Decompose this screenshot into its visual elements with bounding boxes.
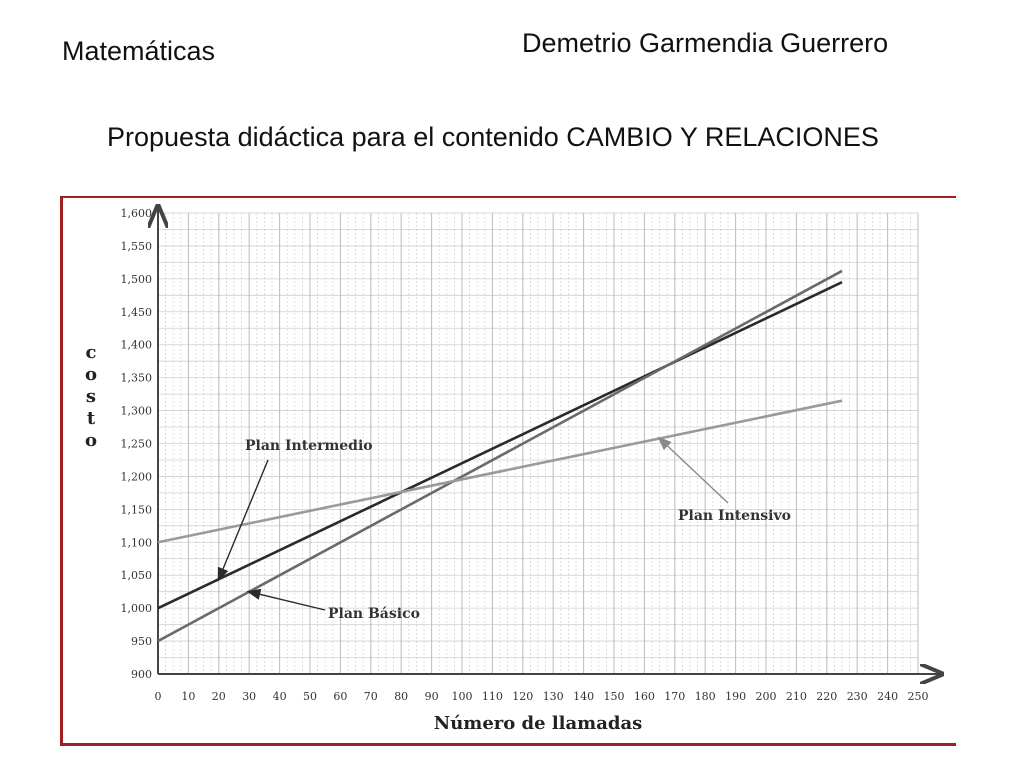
x-tick-label: 100 xyxy=(452,690,473,703)
y-tick-label: 900 xyxy=(131,668,152,681)
chart-frame: 900 950 1,000 1,050 1,100 1,150 1,200 1,250 1,30… xyxy=(60,196,956,746)
x-tick-label: 200 xyxy=(756,690,777,703)
x-tick-label: 70 xyxy=(364,690,378,703)
y-tick-label: 1,400 xyxy=(121,339,153,352)
x-tick-label: 120 xyxy=(512,690,533,703)
y-tick-label: 1,050 xyxy=(121,569,153,582)
x-tick-label: 90 xyxy=(425,690,439,703)
x-tick-label: 230 xyxy=(847,690,868,703)
annotation-label: Plan Intermedio xyxy=(245,438,373,454)
y-axis-label-letter: o xyxy=(85,364,97,385)
y-axis-label-letter: c xyxy=(86,342,97,363)
x-tick-label: 150 xyxy=(604,690,625,703)
x-tick-label: 140 xyxy=(573,690,594,703)
author-name: Demetrio Garmendia Guerrero xyxy=(522,28,889,58)
x-tick-label: 60 xyxy=(333,690,347,703)
x-tick-label: 0 xyxy=(155,690,162,703)
annotation-arrow xyxy=(217,459,269,582)
y-tick-label: 1,350 xyxy=(121,372,153,385)
x-tick-label: 170 xyxy=(664,690,685,703)
series-line xyxy=(157,269,843,643)
x-tick-label: 130 xyxy=(543,690,564,703)
y-tick-label: 1,200 xyxy=(121,470,153,483)
x-axis-label: Número de llamadas xyxy=(434,713,643,734)
y-axis-label-letter: o xyxy=(85,430,97,451)
y-tick-label: 1,550 xyxy=(121,240,153,253)
axes xyxy=(158,208,940,674)
x-tick-label: 190 xyxy=(725,690,746,703)
y-tick-label: 1,100 xyxy=(121,536,153,549)
annotation-arrow xyxy=(246,588,326,611)
x-tick-label: 30 xyxy=(242,690,256,703)
x-tick-label: 240 xyxy=(877,690,898,703)
annotations: Plan Intermedio Plan Básico Plan Intensivo xyxy=(217,436,791,622)
line-chart: 9009501,0001,0501,1001,1501,2001,2501,30… xyxy=(85,198,956,734)
x-tick-label: 40 xyxy=(273,690,287,703)
y-tick-label: 1,250 xyxy=(121,438,153,451)
series-line xyxy=(157,399,843,544)
x-tick-label: 220 xyxy=(816,690,837,703)
y-tick-label: 1,000 xyxy=(121,602,153,615)
y-tick-label: 1,150 xyxy=(121,503,153,516)
x-tick-label: 160 xyxy=(634,690,655,703)
y-tick-label: 1,500 xyxy=(121,273,153,286)
x-tick-label: 250 xyxy=(908,690,929,703)
x-tick-label: 50 xyxy=(303,690,317,703)
x-tick-label: 110 xyxy=(482,690,503,703)
series-line xyxy=(157,280,843,610)
x-tick-label: 20 xyxy=(212,690,226,703)
series xyxy=(157,269,843,643)
annotation-arrow xyxy=(657,436,729,504)
x-tick-label: 180 xyxy=(695,690,716,703)
y-axis-label-letter: t xyxy=(87,408,96,429)
x-tick-label: 10 xyxy=(181,690,195,703)
slide-title: Propuesta didáctica para el contenido CA… xyxy=(107,122,879,152)
subject-label: Matemáticas xyxy=(62,36,216,66)
y-tick-label: 1,300 xyxy=(121,405,153,418)
annotation-label: Plan Intensivo xyxy=(678,508,791,524)
y-tick-label: 1,600 xyxy=(121,207,153,220)
annotation-label: Plan Básico xyxy=(328,606,420,622)
y-tick-label: 950 xyxy=(131,635,152,648)
y-tick-label: 1,450 xyxy=(121,306,153,319)
x-tick-label: 210 xyxy=(786,690,807,703)
x-tick-label: 80 xyxy=(394,690,408,703)
grid xyxy=(157,212,919,675)
tick-labels: 9009501,0001,0501,1001,1501,2001,2501,30… xyxy=(121,207,929,703)
y-axis-label-letter: s xyxy=(86,386,96,407)
